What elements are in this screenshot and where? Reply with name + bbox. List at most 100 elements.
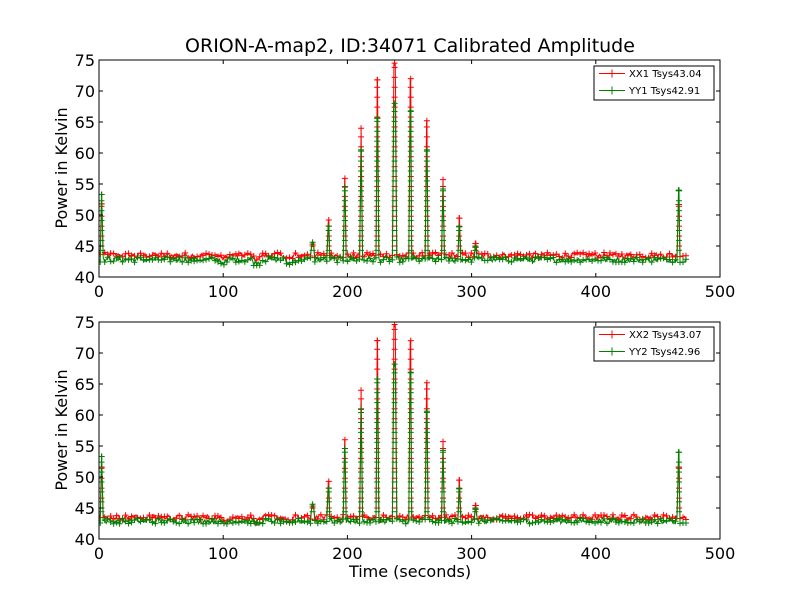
data-point-marker — [416, 252, 423, 259]
data-point-marker — [377, 259, 384, 266]
data-point-marker — [580, 515, 587, 522]
data-point-marker — [426, 254, 433, 261]
data-point-marker — [110, 258, 117, 265]
data-point-marker — [609, 251, 616, 258]
ytick-label: 45 — [75, 237, 95, 256]
data-point-marker — [113, 255, 120, 262]
legend-box-top — [593, 65, 715, 101]
ytick-label: 75 — [75, 51, 95, 70]
data-point-marker — [292, 249, 299, 256]
data-point-marker — [416, 258, 423, 265]
ticks-top: 0 100 200 300 400 500 40 45 50 55 60 65 70 75 — [75, 51, 736, 301]
data-point-marker — [435, 255, 442, 262]
data-point-marker — [247, 255, 254, 262]
data-point-marker — [256, 519, 263, 526]
data-point-marker — [645, 520, 652, 527]
data-point-marker — [244, 250, 251, 257]
data-point-marker — [672, 256, 679, 263]
data-point-marker — [621, 519, 628, 526]
data-point-marker — [206, 255, 213, 262]
ytick-label: 65 — [75, 375, 95, 394]
data-point-marker — [586, 519, 593, 526]
data-point-marker — [203, 256, 210, 263]
data-point-marker — [682, 256, 689, 263]
data-point-marker — [642, 256, 649, 263]
data-point-marker — [523, 516, 530, 523]
data-point-marker — [413, 255, 420, 262]
data-point-marker — [347, 254, 354, 261]
data-point-marker — [456, 477, 463, 484]
data-point-marker — [158, 250, 165, 257]
data-point-marker — [456, 485, 463, 492]
data-point-marker — [669, 517, 676, 524]
data-point-marker — [325, 485, 332, 492]
data-point-marker — [544, 249, 551, 256]
data-point-marker — [383, 516, 390, 523]
data-point-marker — [271, 512, 278, 519]
data-point-marker — [465, 256, 472, 263]
ytick-label: 70 — [75, 82, 95, 101]
data-point-marker — [660, 511, 667, 518]
data-point-marker — [532, 254, 539, 261]
data-point-marker — [456, 223, 463, 230]
data-point-marker — [358, 387, 365, 394]
data-point-marker — [410, 517, 417, 524]
series-layer-top — [99, 60, 689, 269]
xtick-label: 500 — [705, 282, 736, 301]
data-point-marker — [595, 518, 602, 525]
data-point-marker — [621, 259, 628, 266]
data-point-marker — [364, 249, 371, 256]
data-point-marker — [586, 250, 593, 257]
series-layer-bottom — [99, 322, 689, 527]
data-point-marker — [309, 239, 316, 246]
data-point-marker — [311, 517, 318, 524]
data-point-marker — [209, 254, 216, 261]
data-point-marker — [389, 256, 396, 263]
data-point-marker — [304, 512, 311, 519]
data-point-marker — [223, 520, 230, 527]
data-point-marker — [374, 337, 381, 344]
data-point-marker — [374, 115, 381, 122]
data-point-marker — [271, 254, 278, 261]
data-point-marker — [448, 520, 455, 527]
data-point-marker — [317, 511, 324, 518]
ytick-label: 60 — [75, 406, 95, 425]
data-point-marker — [679, 259, 686, 266]
data-point-marker — [173, 519, 180, 526]
data-point-marker — [432, 258, 439, 265]
data-point-marker — [402, 520, 409, 527]
ylabel-top: Power in Kelvin — [52, 107, 71, 228]
xtick-label: 400 — [581, 544, 612, 563]
data-point-marker — [592, 519, 599, 526]
data-point-marker — [393, 254, 400, 261]
data-point-marker — [340, 516, 347, 523]
data-point-marker — [645, 255, 652, 262]
data-point-marker — [116, 254, 123, 261]
data-point-marker — [429, 255, 436, 262]
data-point-marker — [391, 361, 398, 368]
data-point-marker — [238, 257, 245, 264]
data-point-marker — [350, 249, 357, 256]
data-point-marker — [481, 518, 488, 525]
data-point-marker — [99, 520, 104, 527]
data-point-marker — [487, 517, 494, 524]
ytick-label: 40 — [75, 530, 95, 549]
data-point-marker — [462, 250, 469, 257]
data-point-marker — [191, 519, 198, 526]
data-point-marker — [176, 520, 183, 527]
data-point-marker — [648, 519, 655, 526]
data-point-marker — [440, 176, 447, 183]
data-point-marker — [307, 254, 314, 261]
data-point-marker — [320, 254, 327, 261]
data-point-marker — [468, 259, 475, 266]
data-point-marker — [341, 184, 348, 191]
data-point-marker — [490, 516, 497, 523]
legend-marker-xx1 — [608, 69, 616, 78]
data-point-marker — [229, 519, 236, 526]
data-point-marker — [577, 259, 584, 266]
data-point-marker — [104, 515, 111, 522]
data-point-marker — [423, 146, 430, 153]
data-point-marker — [389, 518, 396, 525]
data-point-marker — [468, 519, 475, 526]
data-point-marker — [356, 256, 363, 263]
